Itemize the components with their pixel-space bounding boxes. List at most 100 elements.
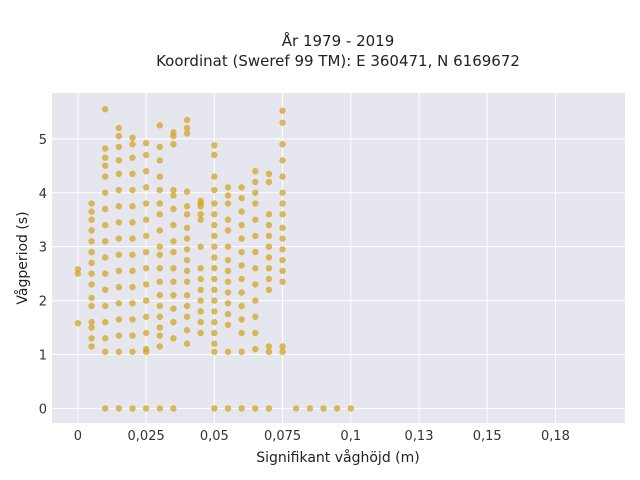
data-point xyxy=(252,281,259,288)
data-point xyxy=(115,316,123,323)
data-point xyxy=(252,232,259,240)
data-point xyxy=(129,405,136,412)
x-tick-label: 0,025 xyxy=(128,429,165,444)
data-point xyxy=(88,318,95,326)
data-point xyxy=(293,405,300,412)
data-point xyxy=(88,200,95,207)
data-point xyxy=(88,343,95,350)
data-point xyxy=(129,267,136,275)
data-point xyxy=(211,286,218,294)
data-point xyxy=(211,329,218,337)
y-tick-label: 2 xyxy=(39,295,47,310)
data-point xyxy=(156,251,163,258)
data-point xyxy=(183,267,191,275)
data-point xyxy=(252,405,259,412)
data-point xyxy=(238,208,245,215)
data-point xyxy=(211,297,218,304)
data-point xyxy=(252,200,259,207)
data-point xyxy=(265,348,273,356)
data-point xyxy=(142,151,150,159)
data-point xyxy=(88,281,95,288)
x-tick-label: 0,075 xyxy=(264,429,301,444)
data-point xyxy=(265,178,273,186)
data-point xyxy=(129,154,136,161)
data-point xyxy=(129,316,136,323)
data-point xyxy=(197,265,204,272)
data-point xyxy=(224,216,232,223)
data-point xyxy=(115,219,123,226)
data-point xyxy=(88,227,95,234)
data-point xyxy=(183,224,191,232)
x-tick-label: 0,05 xyxy=(200,429,229,444)
data-point xyxy=(211,232,218,240)
data-point xyxy=(279,141,286,148)
data-point xyxy=(238,248,245,256)
chart-title: År 1979 - 2019 xyxy=(282,31,395,50)
data-point xyxy=(252,329,259,337)
data-point xyxy=(115,157,123,164)
data-point xyxy=(102,105,109,113)
data-point xyxy=(102,221,109,229)
data-point xyxy=(183,340,191,347)
data-point xyxy=(224,289,232,296)
data-point xyxy=(279,267,286,275)
data-point xyxy=(265,211,273,218)
data-point xyxy=(224,227,232,234)
data-point xyxy=(102,348,109,356)
data-point xyxy=(170,205,177,213)
data-point xyxy=(265,254,273,261)
data-point xyxy=(183,246,191,253)
data-point xyxy=(197,243,204,250)
data-point xyxy=(183,116,191,124)
data-point xyxy=(265,243,273,250)
data-point xyxy=(279,348,286,356)
data-point xyxy=(156,278,163,285)
data-point xyxy=(102,286,109,294)
data-point xyxy=(115,283,123,291)
data-point xyxy=(156,227,163,234)
data-point xyxy=(252,167,259,175)
data-point xyxy=(170,405,177,412)
data-point xyxy=(170,265,177,272)
data-point xyxy=(211,254,218,261)
data-point xyxy=(197,216,204,223)
data-point xyxy=(115,405,123,412)
data-point xyxy=(306,405,314,412)
data-point xyxy=(265,275,273,283)
data-point xyxy=(211,186,218,194)
data-point xyxy=(211,265,218,272)
data-point xyxy=(170,129,177,136)
data-point xyxy=(211,318,218,326)
data-point xyxy=(142,405,150,412)
data-point xyxy=(211,151,218,159)
data-point xyxy=(88,294,95,302)
data-point xyxy=(129,186,136,194)
data-point xyxy=(183,203,191,210)
data-point xyxy=(88,270,95,277)
data-point xyxy=(238,194,245,202)
data-point xyxy=(211,243,218,250)
data-point xyxy=(183,313,191,320)
data-point xyxy=(156,173,163,180)
y-tick-label: 4 xyxy=(39,187,47,202)
data-point xyxy=(142,297,150,304)
data-point xyxy=(74,320,82,327)
data-point xyxy=(265,405,273,412)
data-point xyxy=(183,327,191,334)
data-point xyxy=(265,221,273,229)
data-point xyxy=(129,332,136,339)
data-point xyxy=(238,262,245,269)
data-point xyxy=(279,235,286,242)
plot-area xyxy=(52,93,625,423)
data-point xyxy=(115,348,123,356)
data-point xyxy=(197,318,204,326)
data-point xyxy=(142,216,150,223)
data-point xyxy=(102,145,109,152)
data-point xyxy=(279,211,286,218)
data-point xyxy=(170,186,177,194)
data-point xyxy=(142,248,150,256)
data-point xyxy=(197,211,204,218)
data-point xyxy=(252,189,259,196)
data-point xyxy=(279,189,286,196)
